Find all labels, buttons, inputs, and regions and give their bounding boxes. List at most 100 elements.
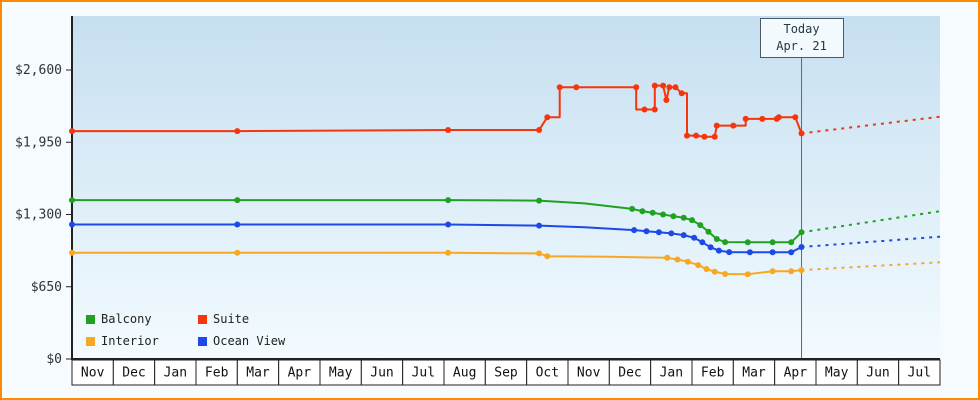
month-label: Aug <box>453 366 476 381</box>
data-point <box>643 228 650 235</box>
month-cell <box>360 359 404 386</box>
month-label: Apr <box>784 366 808 381</box>
data-point <box>660 211 667 218</box>
y-tick-label: $1,300 <box>15 208 62 223</box>
month-label: Jan <box>660 366 683 381</box>
balcony-swatch <box>86 314 95 324</box>
data-point <box>769 268 776 275</box>
data-point <box>573 84 580 91</box>
data-point <box>445 249 452 256</box>
data-point <box>69 221 75 228</box>
month-cell <box>443 359 486 386</box>
data-point <box>664 254 671 261</box>
data-point <box>798 244 805 250</box>
month-label: May <box>825 366 849 381</box>
data-point <box>69 249 75 256</box>
data-point <box>445 197 452 204</box>
month-label: Apr <box>288 366 312 381</box>
month-label: Nov <box>81 366 105 381</box>
chart-legend: Balcony Suite Interior Ocean View <box>86 312 285 348</box>
data-point <box>234 128 241 135</box>
legend-label-interior: Interior <box>101 334 159 348</box>
legend-item-ocean-view: Ocean View <box>198 334 285 348</box>
y-tick-label: $2,600 <box>15 63 62 78</box>
month-label: Jul <box>412 366 435 381</box>
data-point <box>678 90 685 97</box>
data-point <box>536 222 543 229</box>
data-point <box>693 132 700 139</box>
data-point <box>713 122 720 129</box>
data-point <box>788 249 795 256</box>
month-cell <box>732 359 776 386</box>
data-point <box>744 271 751 278</box>
data-point <box>746 249 753 256</box>
interior-swatch <box>86 336 95 346</box>
legend-label-balcony: Balcony <box>101 312 152 326</box>
data-point <box>689 217 695 224</box>
data-point <box>701 133 708 140</box>
data-point <box>792 114 799 121</box>
legend-item-interior: Interior <box>86 334 198 348</box>
month-label: Dec <box>618 366 641 381</box>
legend-label-suite: Suite <box>213 312 250 326</box>
month-label: Feb <box>205 366 229 381</box>
data-point <box>668 230 675 237</box>
y-tick-label: $0 <box>46 352 62 367</box>
data-point <box>445 127 452 133</box>
month-cell <box>898 359 941 386</box>
data-point <box>655 229 662 236</box>
data-point <box>715 247 722 254</box>
suite-swatch <box>198 314 207 324</box>
month-label: Jan <box>164 366 187 381</box>
data-point <box>556 84 563 91</box>
data-point <box>769 249 776 256</box>
legend-item-suite: Suite <box>198 312 285 326</box>
month-cell <box>319 359 362 386</box>
data-point <box>705 228 712 235</box>
data-point <box>674 256 681 263</box>
data-point <box>641 106 648 113</box>
data-point <box>742 115 749 122</box>
data-point <box>680 232 687 239</box>
month-cell <box>278 359 321 386</box>
data-point <box>713 236 720 242</box>
legend-label-ocean-view: Ocean View <box>213 334 286 348</box>
month-cell <box>650 359 693 386</box>
data-point <box>629 205 636 212</box>
data-point <box>711 268 718 275</box>
month-label: Feb <box>701 366 725 381</box>
data-point <box>759 115 766 122</box>
data-point <box>633 84 640 91</box>
data-point <box>234 221 241 228</box>
data-point <box>536 197 543 204</box>
today-date: Apr. 21 <box>776 39 827 53</box>
month-label: Dec <box>122 366 145 381</box>
data-point <box>703 266 710 272</box>
data-point <box>788 268 795 275</box>
month-label: Jun <box>370 366 393 381</box>
data-point <box>684 132 690 139</box>
month-cell <box>112 359 156 386</box>
ocean-view-swatch <box>198 336 207 346</box>
month-label: Mar <box>742 366 766 381</box>
data-point <box>544 114 551 121</box>
data-point <box>651 82 658 89</box>
month-cell <box>195 359 238 386</box>
today-marker-box: Today Apr. 21 <box>759 18 844 58</box>
month-cell <box>402 359 445 386</box>
data-point <box>544 253 551 260</box>
data-point <box>730 122 737 129</box>
data-point <box>649 209 656 216</box>
month-label: Mar <box>246 366 270 381</box>
month-label: Nov <box>577 366 601 381</box>
data-point <box>697 222 704 229</box>
month-label: Jun <box>866 366 889 381</box>
month-label: Oct <box>536 366 559 381</box>
data-point <box>536 250 543 257</box>
data-point <box>69 197 75 204</box>
data-point <box>722 271 729 277</box>
month-cell <box>484 359 528 386</box>
data-point <box>672 84 679 91</box>
